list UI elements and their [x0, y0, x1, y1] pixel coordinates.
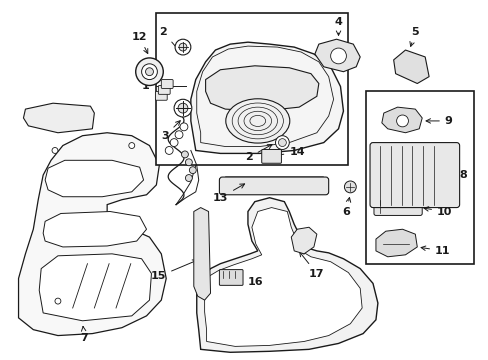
Circle shape: [181, 151, 188, 158]
Circle shape: [165, 147, 173, 154]
Polygon shape: [393, 50, 428, 84]
Text: 16: 16: [232, 276, 263, 287]
Polygon shape: [19, 133, 166, 336]
FancyBboxPatch shape: [261, 149, 281, 163]
Circle shape: [178, 103, 187, 113]
Circle shape: [136, 58, 163, 85]
Circle shape: [128, 143, 135, 148]
Text: 1: 1: [142, 81, 149, 91]
Text: 7: 7: [81, 327, 88, 342]
Circle shape: [175, 131, 183, 139]
Text: 4: 4: [334, 18, 342, 35]
Circle shape: [170, 139, 178, 147]
Polygon shape: [45, 160, 143, 197]
Polygon shape: [23, 103, 94, 133]
Text: 12: 12: [132, 32, 147, 54]
Text: 17: 17: [299, 252, 324, 279]
Circle shape: [185, 175, 192, 181]
FancyBboxPatch shape: [219, 177, 328, 195]
Text: 2: 2: [244, 144, 272, 162]
Circle shape: [396, 115, 407, 127]
Polygon shape: [314, 39, 360, 72]
Text: 15: 15: [150, 260, 197, 282]
FancyBboxPatch shape: [373, 198, 421, 215]
Circle shape: [185, 159, 192, 166]
Polygon shape: [43, 212, 146, 247]
Bar: [366, 91, 473, 264]
Text: 3: 3: [161, 121, 180, 141]
Text: 13: 13: [212, 184, 244, 203]
Circle shape: [330, 48, 346, 64]
FancyBboxPatch shape: [161, 80, 173, 89]
Polygon shape: [381, 107, 421, 133]
Polygon shape: [204, 208, 362, 346]
Text: 8: 8: [459, 170, 467, 180]
Circle shape: [142, 64, 157, 80]
Bar: [156, 13, 347, 165]
Polygon shape: [193, 208, 210, 300]
Circle shape: [344, 181, 356, 193]
FancyBboxPatch shape: [369, 143, 459, 208]
Circle shape: [275, 136, 289, 149]
Circle shape: [179, 43, 186, 51]
Circle shape: [180, 123, 187, 131]
Polygon shape: [196, 198, 377, 352]
Circle shape: [278, 139, 286, 147]
Text: 14: 14: [271, 148, 305, 157]
Text: 11: 11: [420, 246, 449, 256]
Ellipse shape: [225, 99, 289, 143]
Text: 2: 2: [159, 27, 180, 52]
Polygon shape: [205, 66, 318, 111]
FancyBboxPatch shape: [158, 85, 170, 94]
Circle shape: [175, 39, 190, 55]
Text: 10: 10: [423, 207, 451, 216]
Polygon shape: [291, 227, 316, 254]
Text: 5: 5: [409, 27, 418, 46]
Polygon shape: [190, 42, 343, 153]
Circle shape: [145, 68, 153, 76]
FancyBboxPatch shape: [219, 270, 243, 285]
Circle shape: [174, 99, 191, 117]
Text: 9: 9: [425, 116, 452, 126]
Text: 6: 6: [342, 198, 350, 216]
Circle shape: [55, 298, 61, 304]
FancyBboxPatch shape: [155, 91, 167, 100]
Polygon shape: [375, 229, 416, 257]
Circle shape: [52, 148, 58, 153]
Circle shape: [189, 167, 196, 174]
Polygon shape: [39, 254, 151, 321]
